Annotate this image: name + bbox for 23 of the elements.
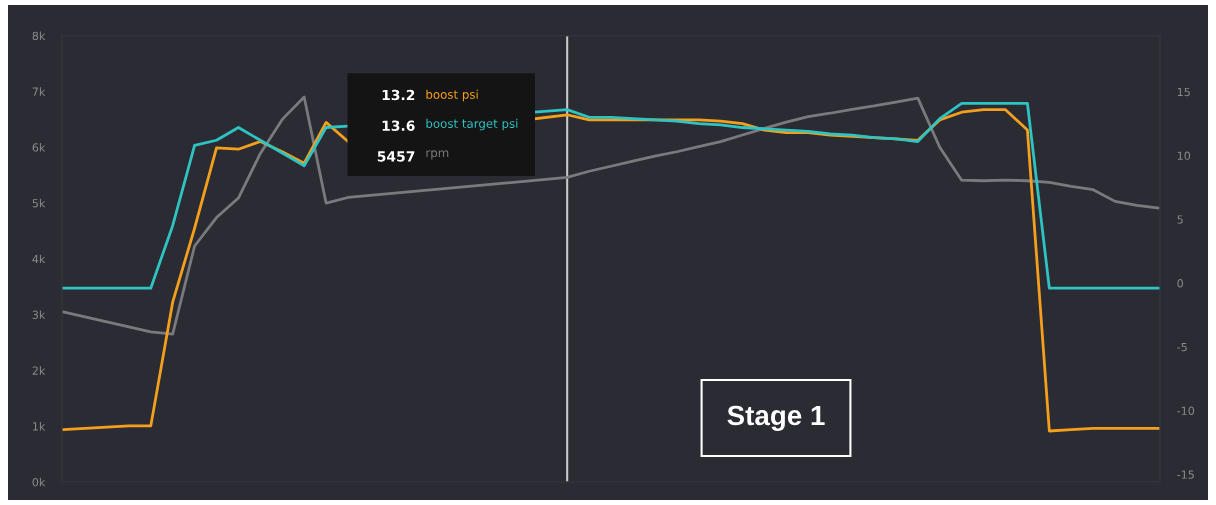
y-tick-label: 6k [32, 143, 46, 152]
y-tick-label: 1k [33, 421, 46, 431]
y2-tick-label: 5 [1177, 215, 1183, 224]
y-tick-label: 7k [32, 87, 46, 96]
y-tick-label: 4k [32, 254, 46, 264]
y2-tick-label: 15 [1177, 87, 1190, 97]
y2-tick-label: 0 [1177, 279, 1183, 288]
text: boost psi [426, 89, 478, 102]
text: rpm [426, 150, 449, 160]
y-tick-label: 3k [32, 310, 46, 320]
y2-tick-label: -10 [1177, 406, 1195, 415]
y-tick-label: 5k [32, 198, 46, 208]
y-tick-label: 0k [32, 477, 46, 487]
y2-tick-label: -5 [1177, 342, 1187, 352]
annotation: 13.6 [382, 120, 415, 131]
annotation: 13.2 [382, 89, 415, 101]
y2-tick-label: 10 [1177, 151, 1191, 160]
y-tick-label: 2k [32, 366, 46, 375]
y2-tick-label: -15 [1177, 470, 1194, 479]
annotation: 5457 [377, 151, 415, 162]
annotation: Stage 1 [727, 405, 825, 431]
series-label: boost target psi [426, 118, 518, 131]
y-tick-label: 8k [32, 31, 46, 41]
